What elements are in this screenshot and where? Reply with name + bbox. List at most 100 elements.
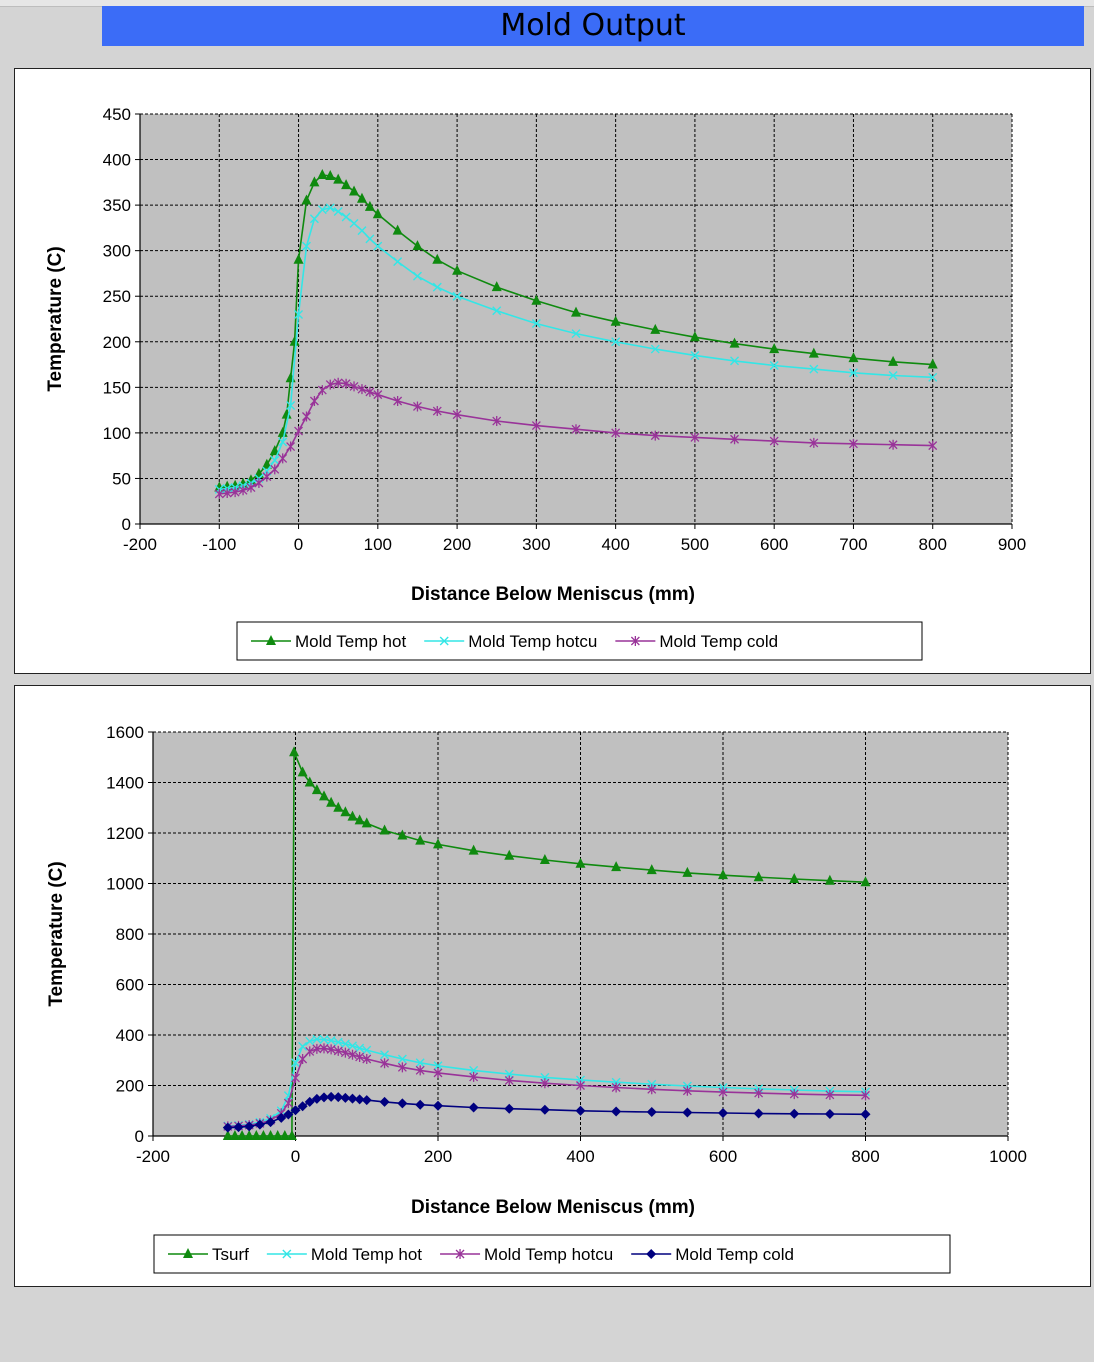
chart1-series-mold-temp-cold: [214, 377, 938, 499]
chart2-point-mold-temp-hot: [291, 1058, 300, 1068]
chart2-point-mold-temp-hotcu: [789, 1089, 799, 1100]
chart1-point-mold-temp-cold: [230, 487, 240, 498]
chart1-point-mold-temp-cold: [690, 432, 700, 443]
chart1-point-mold-temp-hot: [412, 240, 423, 251]
chart1-point-mold-temp-hotcu: [809, 364, 819, 374]
chart2-point-mold-temp-cold: [789, 1108, 800, 1119]
chart1-point-mold-temp-hot: [452, 264, 463, 275]
chart1-legend: Mold Temp hot Mold Temp hotcu Mold Temp co…: [236, 621, 923, 661]
chart1-point-mold-temp-cold: [730, 434, 740, 445]
chart2-x-tick-label: 800: [851, 1147, 879, 1166]
chart1-point-mold-temp-cold: [769, 436, 779, 447]
chart1-point-mold-temp-hotcu: [294, 309, 304, 319]
chart1-point-mold-temp-hot: [927, 358, 938, 369]
chart1-point-mold-temp-hot: [610, 315, 621, 326]
chart1-y-tick-label: 250: [103, 287, 131, 306]
chart2-point-tsurf: [646, 864, 657, 875]
chart2-x-tick-label: 400: [566, 1147, 594, 1166]
chart1-point-mold-temp-hot: [349, 185, 360, 196]
chart2-point-mold-temp-hotcu: [348, 1049, 357, 1060]
chart2-point-tsurf: [265, 1130, 276, 1140]
chart2-point-mold-temp-cold: [468, 1102, 479, 1113]
chart1-y-tick-label: 150: [103, 378, 131, 397]
chart1-legend-marker-mold-temp-hot: [266, 635, 276, 645]
chart2-legend-label-mold-temp-hotcu: Mold Temp hotcu: [484, 1245, 613, 1264]
chart1-point-mold-temp-cold: [412, 401, 422, 412]
chart2-point-mold-temp-cold: [283, 1109, 294, 1120]
chart1-y-tick-label: 50: [112, 469, 131, 488]
chart1-point-mold-temp-cold: [333, 377, 343, 388]
chart-panel-surface-and-mold-temps[interactable]: 0 200 400 600 800 1000 1200 1400 1600 -200 0 200 400…: [14, 685, 1091, 1287]
chart1-point-mold-temp-hot: [289, 335, 300, 346]
chart2-point-mold-temp-cold: [347, 1093, 358, 1104]
chart1-point-mold-temp-cold: [325, 379, 335, 390]
chart1-point-mold-temp-cold: [492, 416, 502, 427]
chart2-point-mold-temp-hotcu: [469, 1071, 479, 1082]
chart1-point-mold-temp-hot: [341, 179, 352, 190]
chart1-legend-box: [236, 621, 923, 661]
chart2-y-tick-label: 1200: [106, 824, 144, 843]
chart2-point-mold-temp-hot: [312, 1034, 322, 1044]
chart1-point-mold-temp-hotcu: [928, 372, 938, 382]
chart2-point-tsurf: [229, 1130, 240, 1140]
chart1-point-mold-temp-hotcu: [393, 257, 403, 267]
chart2-point-tsurf: [361, 817, 372, 828]
chart1-point-mold-temp-hot: [729, 337, 740, 348]
chart-panel-mold-temps[interactable]: 0 50 100 150 200 250 300 350 400 450 -200 -100 0 100 2…: [14, 68, 1091, 674]
chart1-point-mold-temp-cold: [222, 488, 232, 499]
chart2-series-mold-temp-cold: [222, 1091, 871, 1133]
chart2-point-tsurf: [860, 876, 871, 887]
chart2-point-tsurf: [326, 796, 337, 807]
chart2-point-mold-temp-hot: [355, 1043, 365, 1053]
chart1-point-mold-temp-hot: [769, 343, 780, 354]
chart2-point-mold-temp-cold: [304, 1096, 315, 1107]
chart2-y-tick-label: 600: [116, 976, 144, 995]
chart1-point-mold-temp-cold: [286, 441, 296, 452]
chart2-point-mold-temp-cold: [254, 1119, 265, 1130]
chart2-point-mold-temp-hot: [362, 1045, 372, 1055]
chart2-point-mold-temp-cold: [646, 1107, 657, 1118]
chart1-point-mold-temp-cold: [294, 426, 304, 437]
chart1-y-axis-title: Temperature (C): [45, 246, 66, 391]
chart1-point-mold-temp-cold: [262, 471, 272, 482]
chart2-legend-marker-tsurf: [183, 1248, 193, 1258]
chart2-point-tsurf: [251, 1130, 262, 1140]
chart2-series-line-mold-temp-hotcu: [227, 1047, 866, 1128]
chart1-point-mold-temp-hot: [277, 426, 288, 437]
chart2-x-tick-label: 0: [291, 1147, 300, 1166]
chart2-x-tick-label: 1000: [989, 1147, 1027, 1166]
chart2-point-mold-temp-hot: [319, 1035, 329, 1045]
chart2-x-tick-label: 600: [709, 1147, 737, 1166]
chart1-point-mold-temp-cold: [309, 396, 319, 406]
chart1-point-mold-temp-hotcu: [432, 282, 442, 292]
chart2-point-mold-temp-cold: [233, 1122, 244, 1133]
chart1-x-tick-label: 600: [760, 535, 788, 554]
chart2-point-mold-temp-hotcu: [415, 1065, 425, 1076]
chart2-point-mold-temp-cold: [276, 1112, 287, 1123]
chart1-point-mold-temp-cold: [848, 438, 858, 449]
chart2-point-mold-temp-hotcu: [319, 1043, 329, 1054]
chart2-point-mold-temp-hotcu: [333, 1045, 343, 1056]
chart2-point-mold-temp-hotcu: [682, 1085, 692, 1096]
chart1-point-mold-temp-cold: [650, 430, 660, 441]
chart1-point-mold-temp-cold: [452, 409, 462, 420]
chart1-y-tick-label: 450: [103, 105, 131, 124]
chart1-x-tick-label: 800: [919, 535, 947, 554]
page-title: Mold Output: [102, 6, 1084, 46]
chart1-x-tick-label: 500: [681, 535, 709, 554]
chart1-legend-label-mold-temp-hot: Mold Temp hot: [295, 632, 406, 651]
chart1-x-tick-label: 300: [522, 535, 550, 554]
chart1-point-mold-temp-hot: [317, 169, 328, 180]
chart1-point-mold-temp-hot: [571, 306, 581, 317]
chart1-point-mold-temp-hot: [301, 194, 312, 205]
chart1-point-mold-temp-cold: [302, 411, 311, 422]
chart2-point-tsurf: [753, 871, 764, 882]
chart2-point-tsurf: [289, 746, 300, 757]
chart2-point-tsurf: [379, 824, 390, 835]
chart2-point-mold-temp-hot: [397, 1054, 407, 1064]
chart2-point-mold-temp-cold: [575, 1105, 586, 1116]
chart2-series-tsurf: [222, 746, 871, 1140]
chart1-point-mold-temp-hotcu: [301, 241, 311, 251]
chart2-y-axis-title: Temperature (C): [46, 861, 67, 1006]
chart1-y-tick-label: 0: [122, 515, 131, 534]
